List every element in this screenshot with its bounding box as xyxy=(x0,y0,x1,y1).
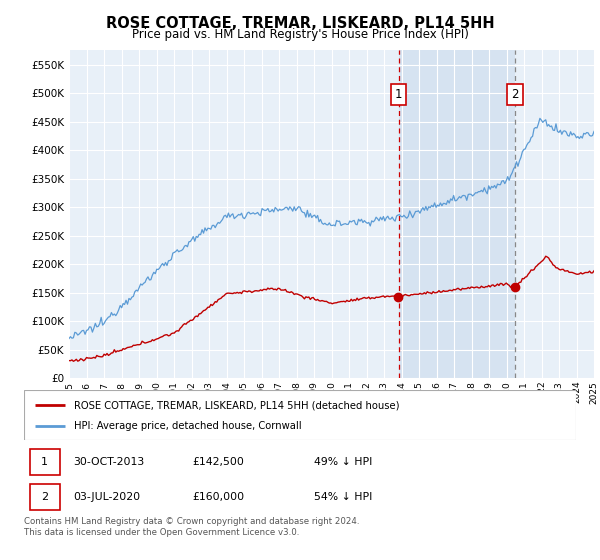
Bar xyxy=(398,50,515,378)
Text: HPI: Average price, detached house, Cornwall: HPI: Average price, detached house, Corn… xyxy=(74,421,301,431)
Text: 49% ↓ HPI: 49% ↓ HPI xyxy=(314,457,372,467)
Text: Contains HM Land Registry data © Crown copyright and database right 2024.
This d: Contains HM Land Registry data © Crown c… xyxy=(24,517,359,537)
Bar xyxy=(29,449,60,475)
Text: 03-JUL-2020: 03-JUL-2020 xyxy=(74,492,141,502)
Text: 2: 2 xyxy=(41,492,48,502)
Text: Price paid vs. HM Land Registry's House Price Index (HPI): Price paid vs. HM Land Registry's House … xyxy=(131,28,469,41)
Text: 30-OCT-2013: 30-OCT-2013 xyxy=(74,457,145,467)
Text: 54% ↓ HPI: 54% ↓ HPI xyxy=(314,492,372,502)
Text: 1: 1 xyxy=(395,88,402,101)
Text: £142,500: £142,500 xyxy=(193,457,244,467)
Text: ROSE COTTAGE, TREMAR, LISKEARD, PL14 5HH: ROSE COTTAGE, TREMAR, LISKEARD, PL14 5HH xyxy=(106,16,494,31)
Text: £160,000: £160,000 xyxy=(193,492,244,502)
Text: ROSE COTTAGE, TREMAR, LISKEARD, PL14 5HH (detached house): ROSE COTTAGE, TREMAR, LISKEARD, PL14 5HH… xyxy=(74,400,399,410)
Text: 1: 1 xyxy=(41,457,48,467)
Bar xyxy=(29,484,60,510)
Text: 2: 2 xyxy=(511,88,519,101)
